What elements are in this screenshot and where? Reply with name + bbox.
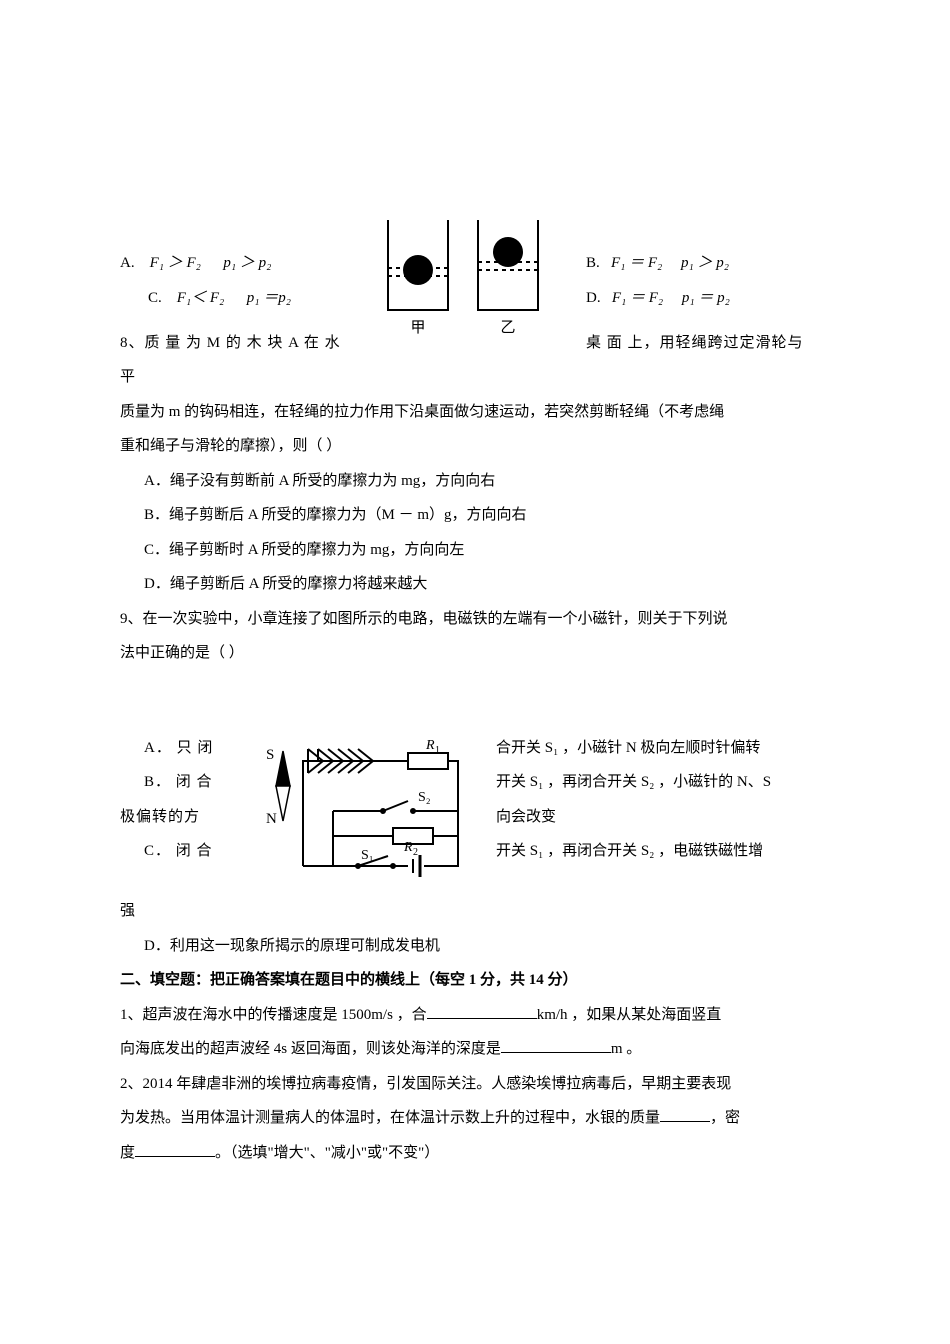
blank-2 [501, 1036, 611, 1054]
compass-S: S [266, 747, 274, 763]
q9-optB-l2-post: 向会改变 [496, 800, 835, 835]
section2-heading: 二、填空题：把正确答案填在题目中的横线上（每空 1 分，共 14 分） [120, 963, 835, 998]
fig-label-yi: 乙 [500, 320, 515, 336]
s2-q2-line3: 度 。（选填"增大"、"减小"或"不变"） [120, 1136, 835, 1171]
blank-3 [660, 1105, 710, 1123]
q9-optB-l2-pre: 极偏转的方 [120, 800, 230, 835]
s2-q2-e: 。（选填"增大"、"减小"或"不变"） [215, 1145, 439, 1161]
q8-stem-post: 桌 面 上，用轻绳跨过定滑轮与 [586, 326, 804, 361]
q9-optC-l2: 强 [120, 894, 835, 929]
s2-q2-d: 度 [120, 1145, 135, 1161]
q7-optC-letter: C. [148, 290, 162, 306]
q8-stem-line3: 重和绳子与滑轮的摩擦），则（ ） [120, 429, 835, 464]
compass-N: N [266, 811, 277, 827]
q9-optC-pre: C． 闭 合 [120, 834, 230, 869]
label-R2-sub: 2 [413, 847, 418, 858]
label-S2: S₂ [418, 790, 431, 805]
s2-q2-line2: 为发热。当用体温计测量病人的体温时，在体温计示数上升的过程中，水银的质量 ，密 [120, 1101, 835, 1136]
s2-q1-b: km/h ，如果从某处海面竖直 [537, 1007, 722, 1023]
q7-right-options: B. F₁ ＝ F₂ p₁ ＞ p₂ D. F₁ ＝ F₂ p₁ ＝ p₂ [586, 210, 816, 315]
fig-label-jia: 甲 [410, 320, 425, 336]
blank-4 [135, 1139, 215, 1157]
s2-q1-c: 向海底发出的超声波经 4s 返回海面，则该处海洋的深度是 [120, 1041, 501, 1057]
q7-optA-letter: A. [120, 255, 135, 271]
q7-optA-rel2: p₁ ＞ p₂ [223, 255, 271, 271]
s2-q1-line1: 1、超声波在海水中的传播速度是 1500m/s ，合 km/h ，如果从某处海面竖… [120, 998, 835, 1033]
label-R1: R [425, 738, 435, 753]
q8-stem-pre: 8、质 量 为 M 的 木 块 A 在 水 平 [120, 326, 350, 395]
q7-left-options: A. F₁ ＞ F₂ p₁ ＞ p₂ C. F₁＜ F₂ p₁ ＝p₂ [120, 210, 350, 315]
q8-optD: D．绳子剪断后 A 所受的摩擦力将越来越大 [120, 567, 835, 602]
q7-beaker-figure: 甲 乙 [368, 210, 568, 354]
page: A. F₁ ＞ F₂ p₁ ＞ p₂ C. F₁＜ F₂ p₁ ＝p₂ [0, 0, 950, 1230]
q7-optD-rel1: F₁ ＝ F₂ [612, 290, 663, 306]
q8-optA: A．绳子没有剪断前 A 所受的摩擦力为 mg，方向向右 [120, 464, 835, 499]
q9-optA-pre: A． 只 闭 [120, 731, 230, 766]
s2-q2-b: 为发热。当用体温计测量病人的体温时，在体温计示数上升的过程中，水银的质量 [120, 1110, 660, 1126]
q9-circuit-figure: S N R 1 S₂ R 2 S₁ [248, 731, 478, 895]
beaker-svg: 甲 乙 [368, 210, 568, 340]
q7-optB-letter: B. [586, 255, 600, 271]
q9-optB-pre: B． 闭 合 [120, 765, 230, 800]
q9-optB-post: 开关 S₁ ，再闭合开关 S₂ ，小磁针的 N、S [496, 765, 835, 800]
blank-1 [427, 1001, 537, 1019]
label-R1-sub: 1 [435, 745, 440, 756]
q7-optB-rel2: p₁ ＞ p₂ [681, 255, 729, 271]
q8-stem-line2: 质量为 m 的钩码相连，在轻绳的拉力作用下沿桌面做匀速运动，若突然剪断轻绳（不考… [120, 395, 835, 430]
q9-stem2: 法中正确的是（ ） [120, 636, 835, 671]
q7-optB-rel1: F₁ ＝ F₂ [611, 255, 662, 271]
s2-q1-a: 1、超声波在海水中的传播速度是 1500m/s ，合 [120, 1007, 427, 1023]
q7-optA-rel1: F₁ ＞ F₂ [150, 255, 201, 271]
q8-optB: B．绳子剪断后 A 所受的摩擦力为（M － m）g，方向向右 [120, 498, 835, 533]
s2-q1-line2: 向海底发出的超声波经 4s 返回海面，则该处海洋的深度是 m 。 [120, 1032, 835, 1067]
label-R2: R [403, 840, 413, 855]
q7-optC-rel2: p₁ ＝p₂ [247, 290, 291, 306]
s2-q2-c: ，密 [710, 1110, 740, 1126]
q9-option-block: A． 只 闭 B． 闭 合 极偏转的方 C． 闭 合 [120, 731, 835, 895]
q8-optC: C．绳子剪断时 A 所受的摩擦力为 mg，方向向左 [120, 533, 835, 568]
label-S1: S₁ [361, 848, 374, 863]
q9-stem1: 9、在一次实验中，小章连接了如图所示的电路，电磁铁的左端有一个小磁针，则关于下列… [120, 602, 835, 637]
q7-optC-rel1: F₁＜ F₂ [177, 290, 225, 306]
s2-q2-line1: 2、2014 年肆虐非洲的埃博拉病毒疫情，引发国际关注。人感染埃博拉病毒后，早期… [120, 1067, 835, 1102]
q9-optD: D．利用这一现象所揭示的原理可制成发电机 [120, 929, 835, 964]
s2-q1-d: m 。 [611, 1041, 641, 1057]
q7-optD-rel2: p₁ ＝ p₂ [682, 290, 730, 306]
q9-optC-post: 开关 S₁ ，再闭合开关 S₂ ，电磁铁磁性增 [496, 834, 835, 869]
q9-optA-post: 合开关 S₁ ，小磁针 N 极向左顺时针偏转 [496, 731, 835, 766]
q7-optD-letter: D. [586, 290, 601, 306]
circuit-svg: S N R 1 S₂ R 2 S₁ [248, 731, 478, 881]
